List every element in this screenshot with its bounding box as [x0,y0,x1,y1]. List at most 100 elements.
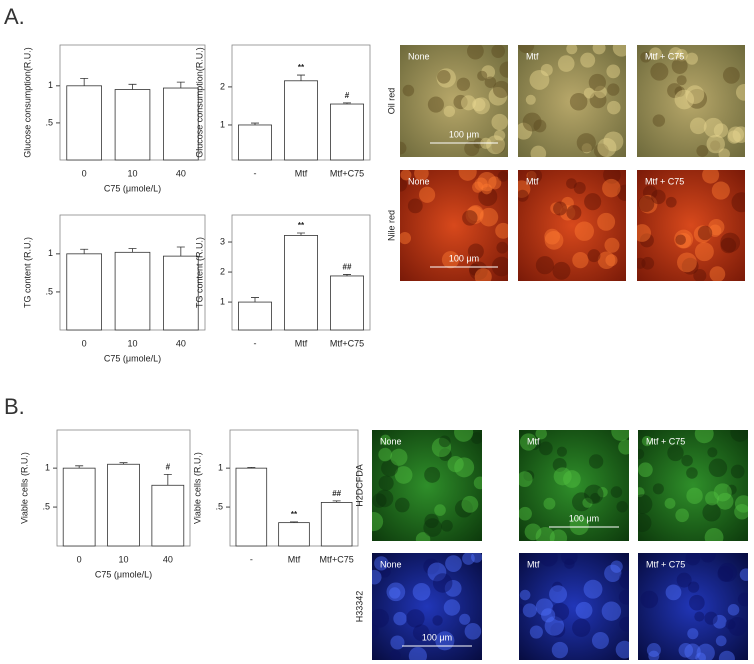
cell [407,198,423,214]
x-tick-label: Mtf+C75 [320,554,354,564]
cell [707,447,718,458]
cell [601,601,622,621]
cell [494,129,506,142]
cell [730,464,745,479]
micrograph-content [518,170,626,281]
cell [488,176,502,190]
cell [685,85,705,104]
cell [527,170,543,184]
micrograph-bg [638,430,748,541]
cell [372,569,382,585]
cell [456,77,471,91]
cell [696,144,709,157]
micrograph: None 100 μm [372,553,482,660]
cell [551,602,570,621]
cell [674,229,694,249]
bar [330,275,364,331]
cell [638,194,658,214]
micrograph: Mtf 100 μm [519,430,629,541]
micrograph: None [372,430,482,541]
cell [717,565,734,582]
bar [238,301,272,331]
cell [728,616,747,636]
x-tick-label: 10 [127,168,137,178]
y-tick-label: 1 [218,463,223,473]
micrograph-label: Mtf [527,559,540,569]
cell [394,466,413,484]
cell [695,652,706,660]
row-label: H33342 [354,591,364,623]
cell [610,486,623,498]
cell [715,635,727,647]
micrograph-content [400,45,508,157]
cell [720,237,737,254]
cell [484,76,497,88]
bar [278,522,310,547]
cell [477,70,488,81]
cell [597,212,616,231]
y-tick-label: .5 [215,501,223,511]
cell [564,558,575,569]
cell [711,181,730,200]
cell [519,589,531,601]
cell [584,193,602,211]
cell [445,555,462,572]
cell [378,565,391,578]
cell [605,254,618,267]
y-axis-label: Viable cells (R.U.) [192,452,202,524]
cell [473,476,482,490]
y-axis-label: Viable cells (R.U.) [19,452,29,524]
cell [590,492,601,503]
y-axis-label: TG content (R.U.) [194,237,204,308]
cell [474,268,492,281]
significance-label: # [166,462,171,471]
cell [604,564,622,582]
micrograph-bg [518,45,626,157]
cell [720,232,741,253]
cell [467,243,484,260]
cell [572,618,591,638]
micrograph-bg [519,553,629,660]
cell [561,553,578,566]
x-tick-label: 0 [82,168,87,178]
bar [163,87,199,161]
cell [696,643,715,660]
x-axis-label: C75 (μmole/L) [104,183,161,193]
cell [717,562,738,583]
cell [675,508,689,523]
scale-label: 100 μm [449,253,479,263]
cell [552,458,567,472]
error-bar [163,473,172,486]
micrograph-label: Mtf + C75 [646,436,685,446]
cell [652,114,666,127]
cell [390,635,405,650]
significance-label: ## [332,489,341,498]
bar [62,467,96,547]
bar [320,502,353,547]
micrograph-bg [518,170,626,281]
cell [694,430,714,444]
cell [583,579,603,599]
error-bar [80,77,89,86]
cell [522,112,542,132]
cell [607,100,621,115]
cell [460,95,477,111]
cell [414,170,429,181]
y-tick-label: .5 [42,501,50,511]
cell [454,457,475,478]
cell [618,570,629,590]
cell [378,475,394,491]
cell [535,527,555,541]
cell [479,207,499,227]
cell [566,178,577,189]
cell [402,84,415,97]
cell [443,599,461,616]
cell [730,430,748,442]
error-bar [80,248,89,254]
cell [713,483,732,502]
cell [472,98,486,112]
bar [284,235,318,331]
y-axis-label: TG content (R.U.) [22,237,32,308]
cell [686,487,703,505]
micrograph-bg [637,170,745,281]
